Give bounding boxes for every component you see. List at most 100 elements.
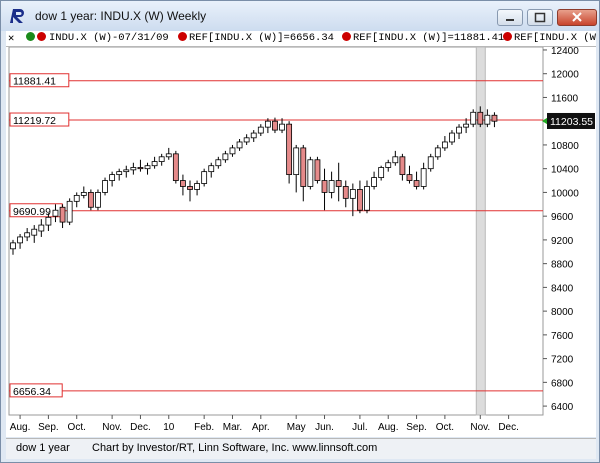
ref-indicator-icon <box>503 32 512 41</box>
ref-indicator-icon <box>342 32 351 41</box>
close-window-button[interactable] <box>557 9 597 26</box>
y-axis-tick-label: 9600 <box>551 212 574 223</box>
current-week-highlight <box>475 46 486 416</box>
price-chart[interactable]: 1240012000116001120010800104001000096009… <box>6 46 596 437</box>
title-bar[interactable]: dow 1 year: INDU.X (W) Weekly <box>1 1 599 31</box>
candle-body <box>109 174 116 181</box>
y-axis-tick-label: 11600 <box>551 93 579 104</box>
candle-body <box>477 111 484 125</box>
y-axis-tick-label: 10000 <box>551 188 579 199</box>
indicator-header: ✕ INDU.X (W)-07/31/09 REF[INDU.X (W)]=66… <box>6 31 596 47</box>
candle-body <box>158 156 165 162</box>
close-icon <box>572 12 582 22</box>
reference-line-label: 11881.41 <box>13 76 56 88</box>
candle-body <box>130 167 137 171</box>
candle-body <box>24 232 31 238</box>
x-axis-tick-label: Nov. <box>470 422 490 433</box>
y-axis-tick-label: 7600 <box>551 331 574 342</box>
candle-body <box>406 174 413 181</box>
x-axis-tick-label: Dec. <box>498 422 519 433</box>
candle-body <box>463 123 470 128</box>
window-title: dow 1 year: INDU.X (W) Weekly <box>35 9 207 23</box>
x-axis-tick-label: Nov. <box>102 422 122 433</box>
y-axis-tick-label: 8000 <box>551 307 574 318</box>
x-axis-tick-label: Apr. <box>252 422 270 433</box>
candle-body <box>385 162 392 168</box>
y-axis-tick-label: 9200 <box>551 236 574 247</box>
candle-body <box>314 159 321 181</box>
symbol-status-red-icon <box>37 32 46 41</box>
candle-body <box>279 123 285 131</box>
symbol-label[interactable]: INDU.X (W)-07/31/09 <box>49 32 169 44</box>
symbol-status-green-icon <box>26 32 35 41</box>
candle-body <box>116 171 123 176</box>
ref-label-1[interactable]: REF[INDU.X (W)]=6656.34 <box>189 32 334 44</box>
candle-body <box>272 120 278 131</box>
credit-label: Chart by Investor/RT, Linn Software, Inc… <box>92 442 378 454</box>
candle-body <box>286 123 293 176</box>
candle-body <box>378 167 385 178</box>
candle-body <box>293 147 300 176</box>
candle-body <box>52 209 59 217</box>
last-price-tag <box>547 112 595 129</box>
y-axis-tick-label: 8400 <box>551 283 574 294</box>
candle-body <box>243 137 250 143</box>
candle-body <box>357 189 363 211</box>
x-axis-tick-label: Sep. <box>406 422 427 433</box>
candle-body <box>321 180 328 193</box>
candle-body <box>201 171 208 184</box>
y-axis-tick-label: 10400 <box>551 165 579 176</box>
candle-body <box>328 180 335 193</box>
candle-body <box>194 183 200 190</box>
candle-body <box>392 156 399 164</box>
x-axis-tick-label: Aug. <box>378 422 399 433</box>
ref-label-2[interactable]: REF[INDU.X (W)]=11881.41 <box>353 32 505 44</box>
candle-body <box>80 192 87 196</box>
candle-body <box>222 153 229 161</box>
candle-body <box>427 156 434 170</box>
candle-body <box>470 111 477 125</box>
candle-body <box>264 120 271 128</box>
x-axis-tick-label: Feb. <box>194 422 214 433</box>
maximize-icon <box>534 12 546 23</box>
candle-body <box>364 186 370 211</box>
y-axis-tick-label: 12400 <box>551 47 579 57</box>
candle-body <box>10 242 16 250</box>
y-axis-tick-label: 12000 <box>551 70 579 81</box>
x-axis-tick-label: Aug. <box>10 422 31 433</box>
candle-body <box>342 186 349 199</box>
candle-body <box>172 153 179 181</box>
candle-body <box>102 180 108 193</box>
candle-body <box>59 206 66 223</box>
x-axis-tick-label: Sep. <box>38 422 59 433</box>
candle-body <box>300 147 307 187</box>
y-axis-tick-label: 8800 <box>551 260 574 271</box>
maximize-button[interactable] <box>527 9 553 26</box>
minimize-button[interactable] <box>497 9 523 26</box>
y-axis-tick-label: 7200 <box>551 355 574 366</box>
candle-body <box>335 180 342 187</box>
candle-body <box>208 165 215 173</box>
x-axis-tick-label: 10 <box>163 422 175 433</box>
reference-line-label: 9690.99 <box>13 206 51 218</box>
candle-body <box>307 159 314 187</box>
candle-body <box>456 126 462 134</box>
y-axis-tick-label: 6400 <box>551 402 574 413</box>
reference-line-label: 11219.72 <box>13 115 56 127</box>
candle-body <box>66 200 73 223</box>
chart-name-label: dow 1 year <box>16 442 70 454</box>
reference-line-label: 6656.34 <box>13 386 51 398</box>
candle-body <box>151 161 158 167</box>
candle-body <box>215 159 222 167</box>
candle-body <box>229 147 236 155</box>
ref-label-3[interactable]: REF[INDU.X (W)]=9 <box>514 32 596 44</box>
last-price-label: 11203.55 <box>550 116 593 128</box>
header-close-button[interactable]: ✕ <box>8 33 15 45</box>
status-bar: dow 1 year Chart by Investor/RT, Linn So… <box>6 438 596 459</box>
candle-body <box>371 177 377 187</box>
candlestick-chart[interactable]: 1240012000116001120010800104001000096009… <box>6 46 596 437</box>
y-axis-tick-label: 6800 <box>551 378 574 389</box>
candle-body <box>123 169 130 173</box>
candle-body <box>87 192 94 208</box>
